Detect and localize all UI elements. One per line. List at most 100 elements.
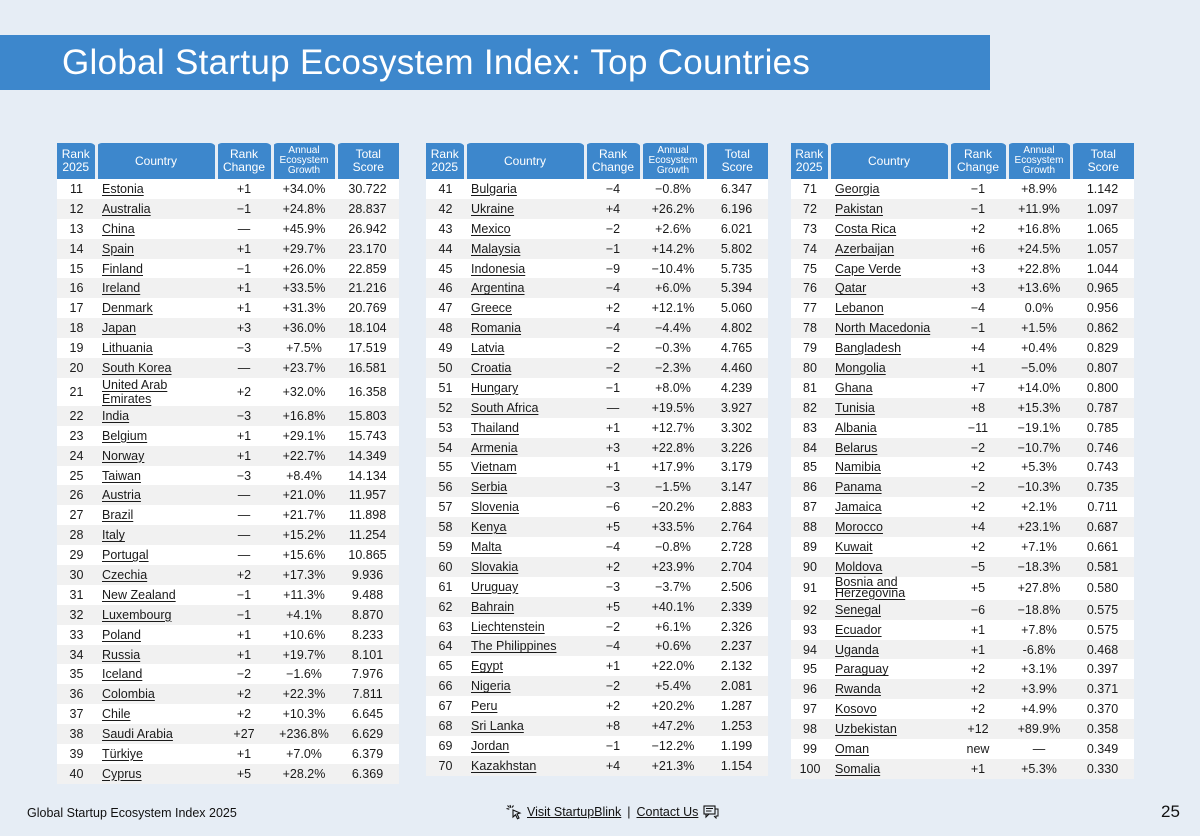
country-link[interactable]: Uzbekistan [835,722,897,737]
country-link[interactable]: Somalia [835,761,881,776]
country-link[interactable]: Malaysia [471,241,521,256]
country-link[interactable]: Poland [102,627,141,642]
country-link[interactable]: Ireland [102,281,141,296]
rank-change-cell: +5 [585,596,641,617]
country-link[interactable]: Moldova [835,559,883,574]
visit-startupblink-link[interactable]: Visit StartupBlink [527,805,622,819]
country-link[interactable]: Morocco [835,520,883,535]
country-link[interactable]: Slovakia [471,559,519,574]
country-link[interactable]: Liechtenstein [471,619,545,634]
country-link[interactable]: Pakistan [835,201,883,216]
country-link[interactable]: Peru [471,699,498,714]
country-link[interactable]: Tunisia [835,400,875,415]
country-link[interactable]: Nigeria [471,679,511,694]
country-link[interactable]: Thailand [471,420,519,435]
country-link[interactable]: Brazil [102,508,134,523]
country-link[interactable]: China [102,221,135,236]
country-link[interactable]: Austria [102,488,141,503]
country-link[interactable]: South Korea [102,360,172,375]
country-link[interactable]: Costa Rica [835,221,897,236]
country-link[interactable]: Cape Verde [835,261,902,276]
country-link[interactable]: Hungary [471,380,519,395]
country-link[interactable]: United Arab Emirates [102,377,168,406]
country-link[interactable]: Vietnam [471,460,517,475]
country-link[interactable]: Oman [835,741,870,756]
country-link[interactable]: Luxembourg [102,607,172,622]
country-link[interactable]: Kuwait [835,539,873,554]
country-link[interactable]: Russia [102,647,141,662]
country-link[interactable]: New Zealand [102,587,176,602]
country-link[interactable]: Georgia [835,181,880,196]
country-link[interactable]: The Philippines [471,639,557,654]
country-link[interactable]: Malta [471,539,502,554]
country-link[interactable]: Spain [102,241,134,256]
country-link[interactable]: Lebanon [835,301,884,316]
country-link[interactable]: Belarus [835,440,878,455]
country-cell: Namibia [829,457,949,478]
growth-cell: +89.9% [1007,719,1071,740]
country-link[interactable]: North Macedonia [835,321,931,336]
country-link[interactable]: Ecuador [835,622,882,637]
country-link[interactable]: Argentina [471,281,525,296]
country-link[interactable]: Bosnia and Herzegovina [835,574,906,600]
country-link[interactable]: Greece [471,301,512,316]
rank-change-cell: −4 [585,537,641,557]
country-link[interactable]: Kosovo [835,702,877,717]
country-link[interactable]: Indonesia [471,261,526,276]
country-link[interactable]: Sri Lanka [471,718,524,733]
country-cell: Bulgaria [465,179,585,199]
country-link[interactable]: Bulgaria [471,181,517,196]
country-link[interactable]: Latvia [471,341,505,356]
country-link[interactable]: Slovenia [471,500,519,515]
country-link[interactable]: Qatar [835,281,867,296]
country-link[interactable]: Armenia [471,440,518,455]
country-link[interactable]: Taiwan [102,468,141,483]
country-link[interactable]: Mexico [471,221,511,236]
country-link[interactable]: Croatia [471,360,512,375]
country-link[interactable]: Jordan [471,738,510,753]
country-link[interactable]: Iceland [102,667,143,682]
country-link[interactable]: Cyprus [102,766,142,781]
country-link[interactable]: Colombia [102,687,155,702]
country-link[interactable]: Uruguay [471,579,519,594]
table-row: 24 Norway +1 +22.7% 14.349 [57,445,399,466]
country-cell: Moldova [829,556,949,577]
country-link[interactable]: Romania [471,321,522,336]
country-link[interactable]: Serbia [471,480,508,495]
country-link[interactable]: Türkiye [102,746,143,761]
country-link[interactable]: Denmark [102,301,153,316]
country-link[interactable]: Japan [102,321,137,336]
country-link[interactable]: Kazakhstan [471,758,537,773]
country-link[interactable]: Norway [102,448,145,463]
country-link[interactable]: Senegal [835,602,881,617]
country-link[interactable]: Mongolia [835,360,886,375]
country-link[interactable]: India [102,408,130,423]
country-link[interactable]: Ukraine [471,201,515,216]
country-link[interactable]: Kenya [471,520,507,535]
country-link[interactable]: Italy [102,528,125,543]
country-link[interactable]: Azerbaijan [835,241,895,256]
country-link[interactable]: Lithuania [102,341,153,356]
country-link[interactable]: Uganda [835,642,879,657]
country-link[interactable]: Finland [102,261,143,276]
country-link[interactable]: Ghana [835,380,873,395]
country-link[interactable]: Chile [102,707,131,722]
country-link[interactable]: Bahrain [471,599,515,614]
country-link[interactable]: Czechia [102,567,148,582]
country-link[interactable]: Rwanda [835,682,881,697]
country-link[interactable]: Bangladesh [835,341,902,356]
country-link[interactable]: Belgium [102,428,148,443]
country-link[interactable]: South Africa [471,400,539,415]
country-link[interactable]: Portugal [102,548,149,563]
country-link[interactable]: Australia [102,201,151,216]
country-link[interactable]: Paraguay [835,662,889,677]
table-row: 81 Ghana +7 +14.0% 0.800 [791,377,1134,398]
country-link[interactable]: Albania [835,420,877,435]
contact-us-link[interactable]: Contact Us [636,805,699,819]
country-link[interactable]: Jamaica [835,500,882,515]
country-link[interactable]: Egypt [471,659,503,674]
country-link[interactable]: Saudi Arabia [102,727,173,742]
country-link[interactable]: Estonia [102,181,144,196]
country-link[interactable]: Panama [835,480,882,495]
country-link[interactable]: Namibia [835,460,881,475]
